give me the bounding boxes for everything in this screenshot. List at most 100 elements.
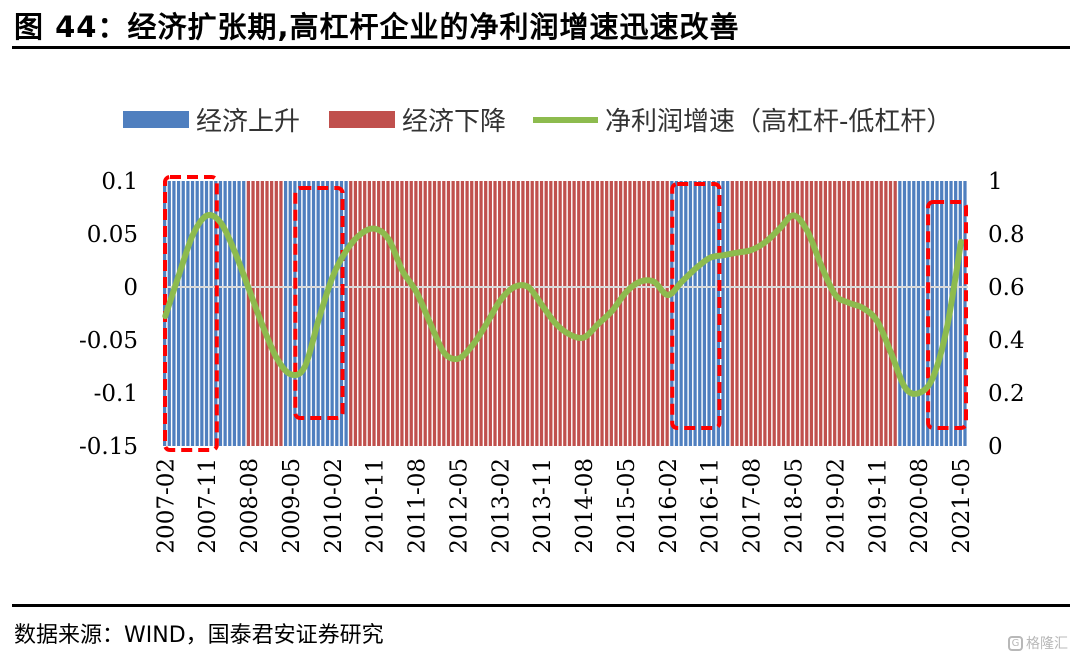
regime-bar <box>223 181 227 446</box>
watermark-text: 格隆汇 <box>1026 636 1068 652</box>
legend-swatch-rise <box>123 111 189 128</box>
regime-bar <box>763 181 767 446</box>
regime-bar <box>172 181 176 446</box>
regime-bar <box>344 181 348 446</box>
regime-bar <box>325 181 330 446</box>
regime-bar <box>833 181 837 446</box>
regime-bar <box>474 181 479 446</box>
regime-bar <box>279 181 283 446</box>
regime-bar <box>456 181 460 446</box>
regime-bar <box>307 181 311 446</box>
legend-swatch-fall <box>329 111 395 128</box>
regime-bar <box>228 181 232 446</box>
regime-bar <box>795 181 800 446</box>
regime-bar <box>819 181 823 446</box>
regime-bar <box>395 181 399 446</box>
regime-bar <box>753 181 758 446</box>
regime-bar <box>572 181 576 446</box>
regime-bar <box>349 181 353 446</box>
regime-bar <box>656 181 660 446</box>
regime-bar <box>386 181 390 446</box>
regime-bar <box>800 181 804 446</box>
regime-bar <box>879 181 883 446</box>
regime-bar <box>912 181 916 446</box>
regime-bar <box>921 181 925 446</box>
regime-bar <box>274 181 278 446</box>
right-axis: 1 0.8 0.6 0.4 0.2 0 <box>988 169 1025 460</box>
regime-bar <box>372 181 376 446</box>
regime-bar <box>670 181 674 446</box>
right-tick-label: 0.6 <box>988 275 1025 301</box>
right-tick-label: 0 <box>988 434 1003 460</box>
regime-bar <box>260 181 264 446</box>
regime-bar <box>516 181 520 446</box>
regime-bar <box>944 181 948 446</box>
regime-bar <box>204 181 209 446</box>
regime-bar <box>954 181 958 446</box>
regime-bar <box>484 181 488 446</box>
regime-bar <box>330 181 334 446</box>
regime-bar <box>665 181 669 446</box>
left-tick-label: -0.05 <box>79 328 138 354</box>
regime-bar <box>367 181 371 446</box>
regime-bar <box>530 181 534 446</box>
regime-bar <box>591 181 595 446</box>
left-tick-label: 0 <box>123 275 138 301</box>
regime-bar <box>502 181 506 446</box>
regime-bar <box>632 181 637 446</box>
regime-bar <box>237 181 241 446</box>
regime-bar <box>404 181 409 446</box>
regime-bar <box>786 181 790 446</box>
regime-bar <box>437 181 441 446</box>
regime-bar <box>823 181 827 446</box>
x-tick-label: 2015-05 <box>614 458 640 554</box>
regime-bar <box>674 181 679 446</box>
regime-bar <box>195 181 199 446</box>
regime-bar <box>511 181 516 446</box>
regime-bar <box>926 181 930 446</box>
regime-bar <box>902 181 907 446</box>
regime-bar <box>400 181 404 446</box>
regime-bar <box>586 181 590 446</box>
regime-bar <box>265 181 269 446</box>
regime-bar <box>498 181 502 446</box>
regime-bar <box>409 181 413 446</box>
regime-bar <box>428 181 432 446</box>
regime-bar <box>842 181 846 446</box>
regime-bar <box>381 181 385 446</box>
regime-bar <box>283 181 288 446</box>
x-tick-label: 2014-08 <box>572 458 598 554</box>
regime-bar <box>767 181 772 446</box>
regime-bar <box>958 181 962 446</box>
regime-bar <box>712 181 716 446</box>
footer-rule <box>12 604 1070 607</box>
regime-bar <box>814 181 818 446</box>
legend-label-rise: 经济上升 <box>196 107 300 137</box>
x-tick-label: 2019-11 <box>865 458 891 554</box>
regime-bar <box>558 181 562 446</box>
highlight-boxes <box>163 175 968 452</box>
regime-bar <box>218 181 223 446</box>
regime-bar <box>418 181 423 446</box>
highlight-box <box>293 186 345 420</box>
left-tick-label: 0.05 <box>87 222 138 248</box>
x-tick-label: 2021-05 <box>949 458 975 554</box>
regime-bar <box>898 181 902 446</box>
regime-bar <box>758 181 762 446</box>
regime-bar <box>893 181 897 446</box>
regime-bar <box>805 181 809 446</box>
regime-bar <box>739 181 744 446</box>
regime-bar <box>442 181 446 446</box>
regime-bar <box>847 181 851 446</box>
regime-bar <box>232 181 237 446</box>
regime-bar <box>888 181 893 446</box>
regime-bar <box>460 181 465 446</box>
regime-bar <box>563 181 567 446</box>
regime-bar <box>535 181 539 446</box>
regime-bar <box>288 181 292 446</box>
x-tick-label: 2016-02 <box>656 458 682 554</box>
regime-bar <box>856 181 860 446</box>
highlight-box <box>926 200 968 430</box>
regime-bar <box>828 181 832 446</box>
left-axis: 0.1 0.05 0 -0.05 -0.1 -0.15 <box>79 169 138 460</box>
